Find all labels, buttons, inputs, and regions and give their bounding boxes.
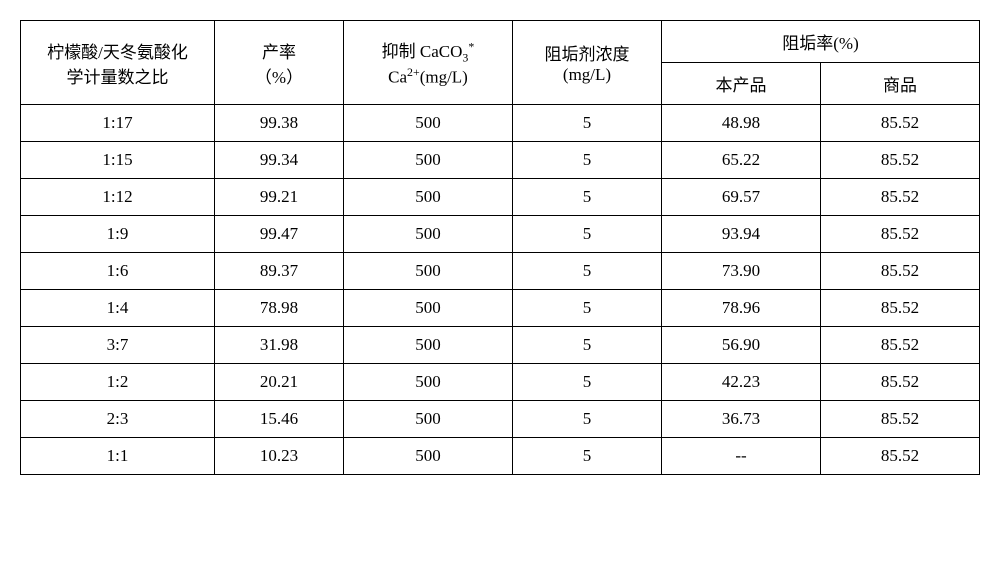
- cell-ratio: 1:1: [21, 438, 215, 475]
- cell-conc: 5: [513, 364, 662, 401]
- cell-conc: 5: [513, 327, 662, 364]
- cell-ratio: 1:4: [21, 290, 215, 327]
- header-ratio-line2: 学计量数之比: [67, 68, 169, 87]
- table-row: 1:110.235005--85.52: [21, 438, 980, 475]
- header-conc: 阻垢剂浓度 (mg/L): [513, 21, 662, 105]
- cell-product: 48.98: [662, 105, 821, 142]
- table-row: 2:315.46500536.7385.52: [21, 401, 980, 438]
- header-caco3-charge: 2+: [407, 65, 420, 79]
- table-row: 1:220.21500542.2385.52: [21, 364, 980, 401]
- cell-commercial: 85.52: [821, 364, 980, 401]
- cell-caco3: 500: [344, 179, 513, 216]
- cell-commercial: 85.52: [821, 216, 980, 253]
- table-row: 1:1299.21500569.5785.52: [21, 179, 980, 216]
- cell-yield: 99.21: [215, 179, 344, 216]
- table-row: 1:1799.38500548.9885.52: [21, 105, 980, 142]
- cell-yield: 78.98: [215, 290, 344, 327]
- cell-product: 69.57: [662, 179, 821, 216]
- cell-caco3: 500: [344, 290, 513, 327]
- table-row: 3:731.98500556.9085.52: [21, 327, 980, 364]
- cell-ratio: 1:2: [21, 364, 215, 401]
- header-conc-line2: (mg/L): [563, 65, 611, 84]
- cell-yield: 10.23: [215, 438, 344, 475]
- cell-ratio: 1:6: [21, 253, 215, 290]
- cell-ratio: 1:17: [21, 105, 215, 142]
- header-caco3: 抑制 CaCO3* Ca2+(mg/L): [344, 21, 513, 105]
- cell-commercial: 85.52: [821, 327, 980, 364]
- cell-product: --: [662, 438, 821, 475]
- cell-conc: 5: [513, 105, 662, 142]
- cell-caco3: 500: [344, 401, 513, 438]
- cell-conc: 5: [513, 253, 662, 290]
- cell-ratio: 1:12: [21, 179, 215, 216]
- cell-conc: 5: [513, 142, 662, 179]
- cell-ratio: 1:9: [21, 216, 215, 253]
- header-caco3-sup: *: [468, 39, 474, 53]
- header-rate-commercial: 商品: [821, 63, 980, 105]
- cell-conc: 5: [513, 401, 662, 438]
- cell-yield: 99.34: [215, 142, 344, 179]
- cell-yield: 31.98: [215, 327, 344, 364]
- cell-ratio: 3:7: [21, 327, 215, 364]
- header-caco3-prefix: 抑制 CaCO: [382, 42, 463, 61]
- header-rate: 阻垢率(%): [662, 21, 980, 63]
- cell-product: 56.90: [662, 327, 821, 364]
- cell-conc: 5: [513, 290, 662, 327]
- cell-caco3: 500: [344, 438, 513, 475]
- cell-product: 78.96: [662, 290, 821, 327]
- header-ratio: 柠檬酸/天冬氨酸化 学计量数之比: [21, 21, 215, 105]
- header-caco3-ca: Ca: [388, 68, 407, 87]
- header-yield: 产率 （%）: [215, 21, 344, 105]
- cell-yield: 99.47: [215, 216, 344, 253]
- cell-yield: 15.46: [215, 401, 344, 438]
- cell-caco3: 500: [344, 327, 513, 364]
- table-row: 1:689.37500573.9085.52: [21, 253, 980, 290]
- cell-caco3: 500: [344, 364, 513, 401]
- cell-product: 42.23: [662, 364, 821, 401]
- table-row: 1:1599.34500565.2285.52: [21, 142, 980, 179]
- table-row: 1:999.47500593.9485.52: [21, 216, 980, 253]
- cell-conc: 5: [513, 438, 662, 475]
- cell-commercial: 85.52: [821, 401, 980, 438]
- cell-commercial: 85.52: [821, 142, 980, 179]
- cell-conc: 5: [513, 216, 662, 253]
- cell-caco3: 500: [344, 142, 513, 179]
- cell-yield: 20.21: [215, 364, 344, 401]
- cell-yield: 99.38: [215, 105, 344, 142]
- cell-product: 65.22: [662, 142, 821, 179]
- cell-product: 36.73: [662, 401, 821, 438]
- header-yield-line2: （%）: [255, 68, 303, 87]
- cell-ratio: 1:15: [21, 142, 215, 179]
- cell-commercial: 85.52: [821, 438, 980, 475]
- cell-product: 93.94: [662, 216, 821, 253]
- cell-commercial: 85.52: [821, 179, 980, 216]
- table-body: 1:1799.38500548.9885.521:1599.34500565.2…: [21, 105, 980, 475]
- cell-conc: 5: [513, 179, 662, 216]
- cell-ratio: 2:3: [21, 401, 215, 438]
- cell-yield: 89.37: [215, 253, 344, 290]
- header-yield-line1: 产率: [262, 43, 296, 62]
- header-rate-product: 本产品: [662, 63, 821, 105]
- header-caco3-unit: (mg/L): [420, 68, 468, 87]
- cell-caco3: 500: [344, 253, 513, 290]
- header-conc-line1: 阻垢剂浓度: [545, 45, 630, 64]
- data-table: 柠檬酸/天冬氨酸化 学计量数之比 产率 （%） 抑制 CaCO3* Ca2+(m…: [20, 20, 980, 475]
- cell-caco3: 500: [344, 105, 513, 142]
- cell-commercial: 85.52: [821, 290, 980, 327]
- cell-caco3: 500: [344, 216, 513, 253]
- cell-product: 73.90: [662, 253, 821, 290]
- cell-commercial: 85.52: [821, 105, 980, 142]
- header-ratio-line1: 柠檬酸/天冬氨酸化: [47, 43, 188, 62]
- cell-commercial: 85.52: [821, 253, 980, 290]
- table-row: 1:478.98500578.9685.52: [21, 290, 980, 327]
